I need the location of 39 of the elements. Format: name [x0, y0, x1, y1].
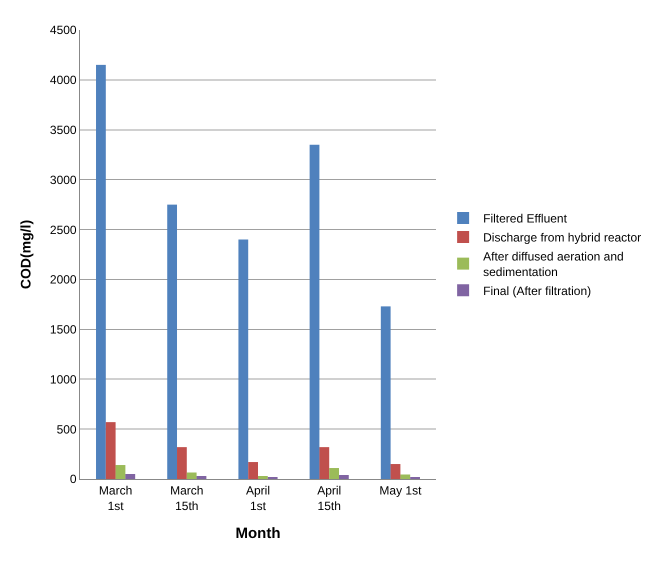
bar — [338, 475, 349, 479]
y-tick-label: 500 — [56, 422, 77, 436]
y-tick-label: 2500 — [50, 222, 77, 237]
x-tick-label: March 1st — [98, 483, 132, 513]
bar — [106, 422, 116, 479]
y-tick-label: 4500 — [50, 23, 77, 38]
bar — [380, 306, 391, 479]
bar — [248, 462, 258, 479]
y-tick-label: 2000 — [50, 272, 77, 287]
legend-label: Final (After filtration) — [483, 284, 592, 298]
y-tick-label: 1000 — [50, 372, 77, 386]
bar — [196, 476, 206, 479]
bar — [400, 474, 410, 479]
bar — [116, 465, 126, 479]
x-tick-label: March 15th — [170, 483, 204, 513]
x-axis-title: Month — [236, 525, 280, 542]
legend-label: Filtered Effluent — [483, 212, 568, 226]
bar — [125, 474, 136, 479]
bar — [329, 468, 339, 479]
bar — [390, 464, 400, 479]
y-tick-label: 3000 — [50, 172, 77, 187]
y-tick-label: 1500 — [50, 322, 77, 337]
y-tick-label: 4000 — [50, 73, 77, 88]
x-tick-label: April 1st — [246, 483, 270, 513]
x-tick-label: May 1st — [379, 483, 422, 498]
bar — [238, 240, 248, 479]
bar — [167, 204, 178, 479]
y-axis-title: COD(mg/l) — [17, 220, 34, 290]
bar — [186, 472, 197, 479]
bar — [177, 447, 187, 479]
x-tick-label: April 15th — [317, 483, 342, 513]
legend-label: Discharge from hybrid reactor — [483, 230, 642, 245]
bar — [258, 476, 268, 479]
bar — [319, 447, 330, 479]
bar — [96, 64, 106, 479]
legend-label: After diffused aeration and sedimentation — [483, 249, 624, 280]
y-tick-label: 3500 — [50, 122, 77, 137]
bar — [310, 144, 320, 479]
y-tick-label: 0 — [70, 472, 77, 486]
